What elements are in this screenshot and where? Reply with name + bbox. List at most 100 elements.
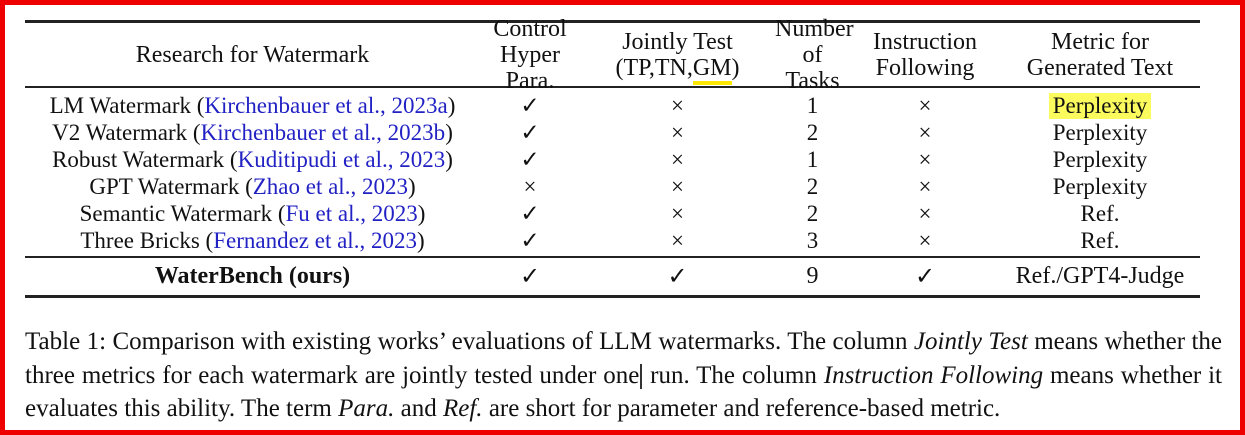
instruction-cell: ✓ [914, 264, 936, 290]
jointly-test-cell: × [671, 93, 684, 118]
citation-link[interactable]: Fu et al., 2023 [285, 201, 418, 226]
table-caption: Table 1: Comparison with existing works’… [25, 325, 1222, 426]
header-tasks-line1: Number [775, 15, 854, 42]
watermark-name-cell: LM Watermark (Kirchenbauer et al., 2023a… [25, 92, 480, 119]
row-label-text: GPT Watermark ( [89, 174, 253, 199]
citation-link[interactable]: Fernandez et al., 2023 [213, 228, 417, 253]
control-cell: ✓ [520, 93, 540, 118]
instruction-cell: × [918, 228, 932, 253]
header-jointly-test: Jointly Test (TP,TN,GM) [580, 28, 775, 85]
table-row-waterbench-ours: WaterBench (ours) ✓ ✓ 9 ✓ Ref./GPT4-Judg… [25, 258, 1200, 298]
watermark-name-cell: Semantic Watermark (Fu et al., 2023) [25, 200, 480, 227]
header-instruction-following: Instruction Following [850, 29, 1000, 81]
caption-text: Table 1: Comparison with existing works’… [25, 328, 914, 355]
header-instruction-line2: Following [875, 54, 975, 81]
header-tasks-line2: of Tasks [785, 41, 840, 94]
caption-text: are short for parameter and reference-ba… [482, 395, 1001, 422]
jointly-test-cell: × [671, 228, 684, 253]
row-label-close: ) [445, 120, 453, 145]
citation-link[interactable]: Zhao et al., 2023 [252, 174, 408, 199]
watermark-name-cell: Three Bricks (Fernandez et al., 2023) [25, 227, 480, 254]
citation-link[interactable]: Kirchenbauer et al., 2023a [204, 93, 448, 118]
caption-text: means whether the three metrics for each… [25, 328, 1222, 389]
header-control-hyper-para: Control Hyper Para. [480, 16, 580, 94]
header-jointly-close-paren: ) [731, 54, 740, 81]
caption-italic-para: Para. [338, 395, 395, 422]
row-label-text: Three Bricks ( [80, 228, 214, 253]
num-tasks-cell: 2 [806, 201, 819, 226]
row-label-close: ) [407, 174, 416, 199]
table-row-gpt-watermark: GPT Watermark (Zhao et al., 2023) × × 2 … [25, 173, 1200, 200]
header-control-line1: Control [493, 15, 567, 42]
instruction-cell: × [918, 93, 932, 118]
row-label-close: ) [447, 93, 456, 118]
metric-highlighted-text: Perplexity [1048, 93, 1152, 119]
table-row-v2-watermark: V2 Watermark (Kirchenbauer et al., 2023b… [25, 119, 1200, 146]
table-row-lm-watermark: LM Watermark (Kirchenbauer et al., 2023a… [25, 92, 1200, 119]
jointly-test-cell: × [671, 120, 684, 145]
header-metric-line2: Generated Text [1026, 54, 1174, 81]
row-label-close: ) [417, 201, 426, 226]
comparison-table: Research for Watermark Control Hyper Par… [25, 16, 1200, 298]
metric-cell: Perplexity [1000, 92, 1200, 119]
header-jointly-line1: Jointly Test [622, 28, 733, 55]
control-cell: ✓ [520, 120, 540, 145]
num-tasks-cell: 1 [806, 93, 819, 118]
row-label-text: Robust Watermark ( [52, 147, 238, 172]
table-body: LM Watermark (Kirchenbauer et al., 2023a… [25, 88, 1200, 258]
num-tasks-cell: 9 [806, 263, 819, 289]
metric-cell: Perplexity [1052, 147, 1148, 172]
num-tasks-cell: 3 [806, 228, 819, 253]
caption-text: means whether it evaluates this ability.… [25, 361, 1222, 423]
waterbench-name-cell: WaterBench (ours) [154, 263, 351, 289]
caption-italic-jointly-test: Jointly Test [913, 328, 1028, 355]
table-row-three-bricks: Three Bricks (Fernandez et al., 2023) ✓ … [25, 227, 1200, 254]
text-cursor-caret [640, 363, 643, 389]
jointly-test-cell: × [671, 147, 684, 172]
instruction-cell: × [918, 147, 932, 172]
row-label-text: LM Watermark ( [49, 93, 205, 118]
control-cell: ✓ [520, 201, 540, 226]
caption-italic-instruction-following: Instruction Following [823, 361, 1044, 389]
row-label-text: V2 Watermark ( [52, 120, 201, 145]
header-gm-highlighted: GM [692, 54, 732, 85]
header-number-of-tasks: Number of Tasks [775, 15, 854, 94]
watermark-name-cell: GPT Watermark (Zhao et al., 2023) [25, 173, 480, 200]
metric-cell: Perplexity [1052, 120, 1148, 145]
table-row-semantic-watermark: Semantic Watermark (Fu et al., 2023) ✓ ×… [25, 200, 1200, 227]
caption-text: run. The column [643, 361, 824, 389]
header-jointly-line2: (TP,TN,GM) [580, 54, 775, 85]
jointly-test-cell: × [671, 201, 684, 226]
header-jointly-tp-tn: (TP,TN, [615, 54, 693, 81]
caption-text: and [394, 395, 443, 422]
header-metric-generated-text: Metric for Generated Text [1000, 29, 1200, 81]
citation-link[interactable]: Kirchenbauer et al., 2023b [200, 120, 446, 145]
instruction-cell: × [918, 120, 932, 145]
control-cell: ✓ [520, 228, 540, 253]
row-label-close: ) [416, 228, 425, 253]
num-tasks-cell: 2 [806, 174, 819, 199]
num-tasks-cell: 1 [806, 147, 819, 172]
metric-cell: Ref./GPT4-Judge [1015, 263, 1185, 289]
header-metric-line1: Metric for [1051, 28, 1149, 55]
metric-cell: Perplexity [1052, 174, 1148, 199]
control-cell: ✓ [519, 264, 541, 290]
citation-link[interactable]: Kuditipudi et al., 2023 [237, 147, 446, 172]
table-header-row: Research for Watermark Control Hyper Par… [25, 16, 1200, 94]
control-cell: × [523, 174, 537, 199]
header-research-label: Research for Watermark [135, 41, 370, 68]
header-instruction-line1: Instruction [873, 28, 977, 55]
watermark-name-cell: V2 Watermark (Kirchenbauer et al., 2023b… [25, 119, 480, 146]
metric-cell: Ref. [1080, 228, 1120, 253]
jointly-test-cell: ✓ [667, 264, 688, 290]
header-research-for-watermark: Research for Watermark [25, 42, 480, 68]
jointly-test-cell: × [671, 174, 684, 199]
metric-cell: Ref. [1080, 201, 1120, 226]
instruction-cell: × [918, 174, 932, 199]
row-label-close: ) [445, 147, 453, 172]
caption-italic-ref: Ref. [442, 395, 483, 422]
watermark-name-cell: Robust Watermark (Kuditipudi et al., 202… [25, 146, 480, 173]
control-cell: ✓ [520, 147, 540, 172]
instruction-cell: × [918, 201, 932, 226]
